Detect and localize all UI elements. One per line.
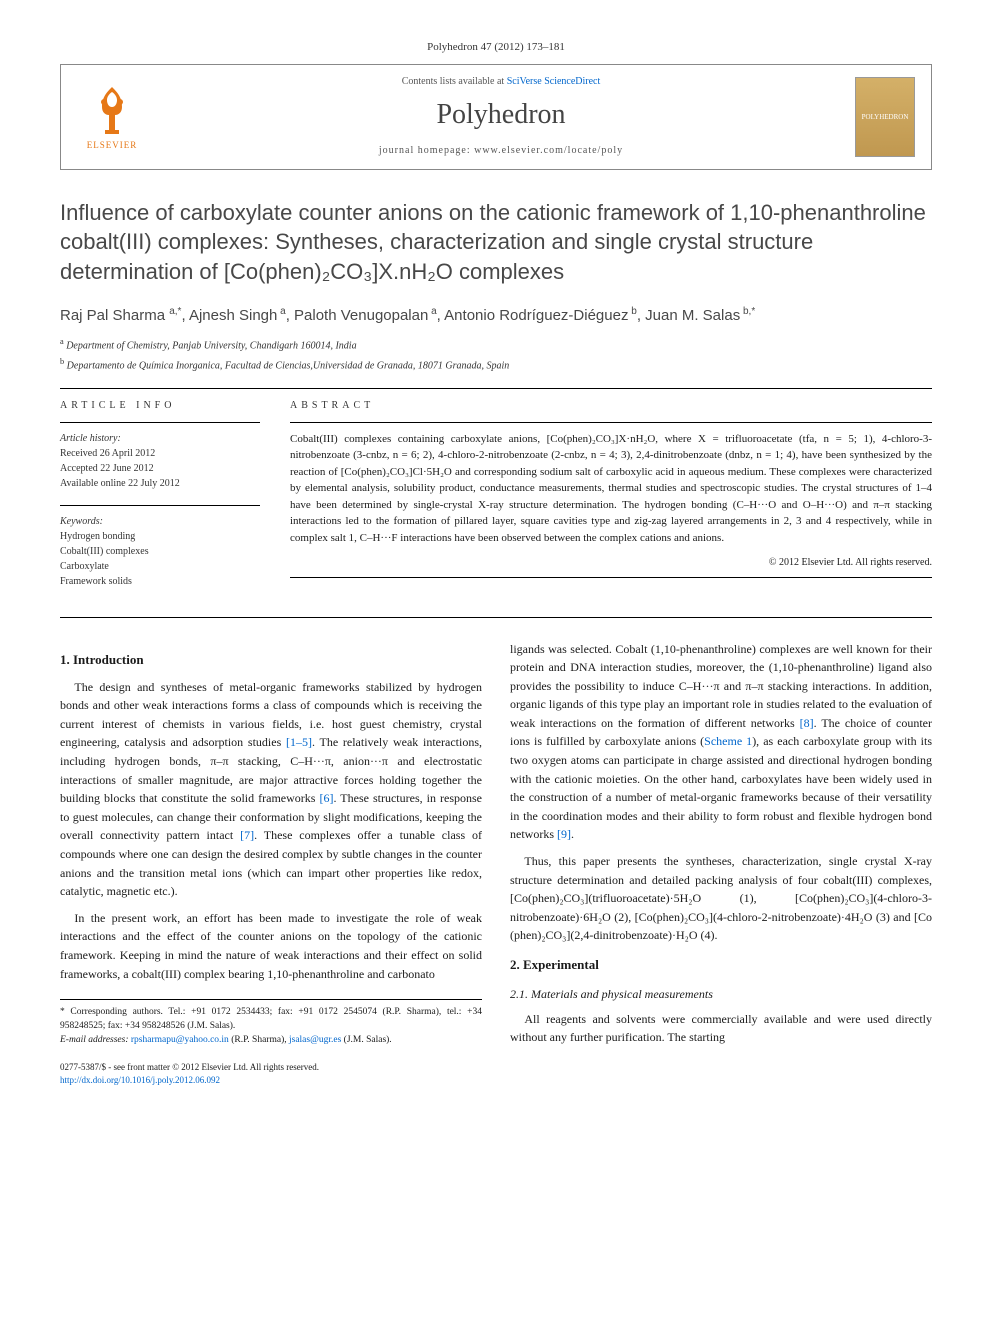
- experimental-paragraph-1: All reagents and solvents were commercia…: [510, 1010, 932, 1047]
- email-link-2[interactable]: jsalas@ugr.es: [289, 1035, 341, 1045]
- doi-link[interactable]: http://dx.doi.org/10.1016/j.poly.2012.06…: [60, 1075, 220, 1085]
- journal-reference: Polyhedron 47 (2012) 173–181: [60, 40, 932, 56]
- citation-link[interactable]: Scheme 1: [704, 734, 752, 748]
- introduction-heading: 1. Introduction: [60, 650, 482, 670]
- article-info-label: ARTICLE INFO: [60, 399, 260, 414]
- keyword-line: Hydrogen bonding: [60, 529, 260, 544]
- journal-header-box: ELSEVIER Contents lists available at Sci…: [60, 64, 932, 170]
- issn-copyright-line: 0277-5387/$ - see front matter © 2012 El…: [60, 1061, 482, 1074]
- divider-rule: [60, 388, 932, 389]
- abstract-rule: [290, 422, 932, 423]
- article-title: Influence of carboxylate counter anions …: [60, 198, 932, 287]
- experimental-heading: 2. Experimental: [510, 955, 932, 975]
- footnotes-block: * Corresponding authors. Tel.: +91 0172 …: [60, 999, 482, 1047]
- intro-paragraph-1: The design and syntheses of metal-organi…: [60, 678, 482, 901]
- front-matter-line: 0277-5387/$ - see front matter © 2012 El…: [60, 1061, 482, 1086]
- sciencedirect-link[interactable]: SciVerse ScienceDirect: [507, 76, 601, 87]
- experimental-subheading: 2.1. Materials and physical measurements: [510, 985, 932, 1004]
- history-header: Article history:: [60, 431, 260, 446]
- col2-paragraph-1: ligands was selected. Cobalt (1,10-phena…: [510, 640, 932, 845]
- history-line: Available online 22 July 2012: [60, 476, 260, 491]
- intro-paragraph-2: In the present work, an effort has been …: [60, 909, 482, 983]
- keyword-line: Carboxylate: [60, 559, 260, 574]
- homepage-url[interactable]: www.elsevier.com/locate/poly: [474, 145, 623, 156]
- elsevier-tree-icon: [87, 82, 137, 137]
- citation-link[interactable]: [1–5]: [286, 735, 312, 749]
- abstract-copyright: © 2012 Elsevier Ltd. All rights reserved…: [290, 556, 932, 571]
- contents-available-line: Contents lists available at SciVerse Sci…: [147, 75, 855, 90]
- info-rule-2: [60, 505, 260, 506]
- author-list: Raj Pal Sharma a,*, Ajnesh Singh a, Palo…: [60, 305, 932, 327]
- cover-label: POLYHEDRON: [862, 112, 909, 122]
- keywords-header: Keywords:: [60, 514, 260, 529]
- history-line: Accepted 22 June 2012: [60, 461, 260, 476]
- affiliation-line: a Department of Chemistry, Panjab Univer…: [60, 336, 932, 354]
- article-info-column: ARTICLE INFO Article history: Received 2…: [60, 399, 260, 603]
- keyword-line: Framework solids: [60, 574, 260, 589]
- info-abstract-row: ARTICLE INFO Article history: Received 2…: [60, 399, 932, 603]
- email-label: E-mail addresses:: [60, 1035, 129, 1045]
- email-link-1[interactable]: rpsharmapu@yahoo.co.in: [131, 1035, 229, 1045]
- citation-link[interactable]: [8]: [800, 716, 814, 730]
- citation-link[interactable]: [7]: [240, 828, 254, 842]
- corresponding-author-note: * Corresponding authors. Tel.: +91 0172 …: [60, 1006, 482, 1034]
- body-two-columns: 1. Introduction The design and syntheses…: [60, 640, 932, 1087]
- keyword-line: Cobalt(III) complexes: [60, 544, 260, 559]
- email-line: E-mail addresses: rpsharmapu@yahoo.co.in…: [60, 1034, 482, 1048]
- keywords-block: Keywords: Hydrogen bondingCobalt(III) co…: [60, 514, 260, 589]
- abstract-bottom-rule: [290, 577, 932, 578]
- citation-link[interactable]: [9]: [557, 827, 571, 841]
- email-who-2: (J.M. Salas).: [341, 1035, 391, 1045]
- citation-link[interactable]: [6]: [319, 791, 333, 805]
- homepage-prefix: journal homepage:: [379, 145, 474, 156]
- history-line: Received 26 April 2012: [60, 446, 260, 461]
- elsevier-logo[interactable]: ELSEVIER: [77, 77, 147, 157]
- journal-homepage-line: journal homepage: www.elsevier.com/locat…: [147, 144, 855, 159]
- body-column-right: ligands was selected. Cobalt (1,10-phena…: [510, 640, 932, 1087]
- article-history-block: Article history: Received 26 April 2012A…: [60, 431, 260, 491]
- abstract-column: ABSTRACT Cobalt(III) complexes containin…: [290, 399, 932, 603]
- abstract-label: ABSTRACT: [290, 399, 932, 414]
- col2-paragraph-2: Thus, this paper presents the syntheses,…: [510, 852, 932, 945]
- header-center: Contents lists available at SciVerse Sci…: [147, 75, 855, 159]
- email-who-1: (R.P. Sharma),: [229, 1035, 289, 1045]
- divider-rule-2: [60, 617, 932, 618]
- elsevier-label: ELSEVIER: [87, 139, 138, 152]
- info-rule: [60, 422, 260, 423]
- journal-name: Polyhedron: [147, 95, 855, 136]
- affiliation-line: b Departamento de Química Inorganica, Fa…: [60, 356, 932, 374]
- journal-cover-thumbnail[interactable]: POLYHEDRON: [855, 77, 915, 157]
- contents-prefix: Contents lists available at: [402, 76, 507, 87]
- abstract-text: Cobalt(III) complexes containing carboxy…: [290, 431, 932, 547]
- body-column-left: 1. Introduction The design and syntheses…: [60, 640, 482, 1087]
